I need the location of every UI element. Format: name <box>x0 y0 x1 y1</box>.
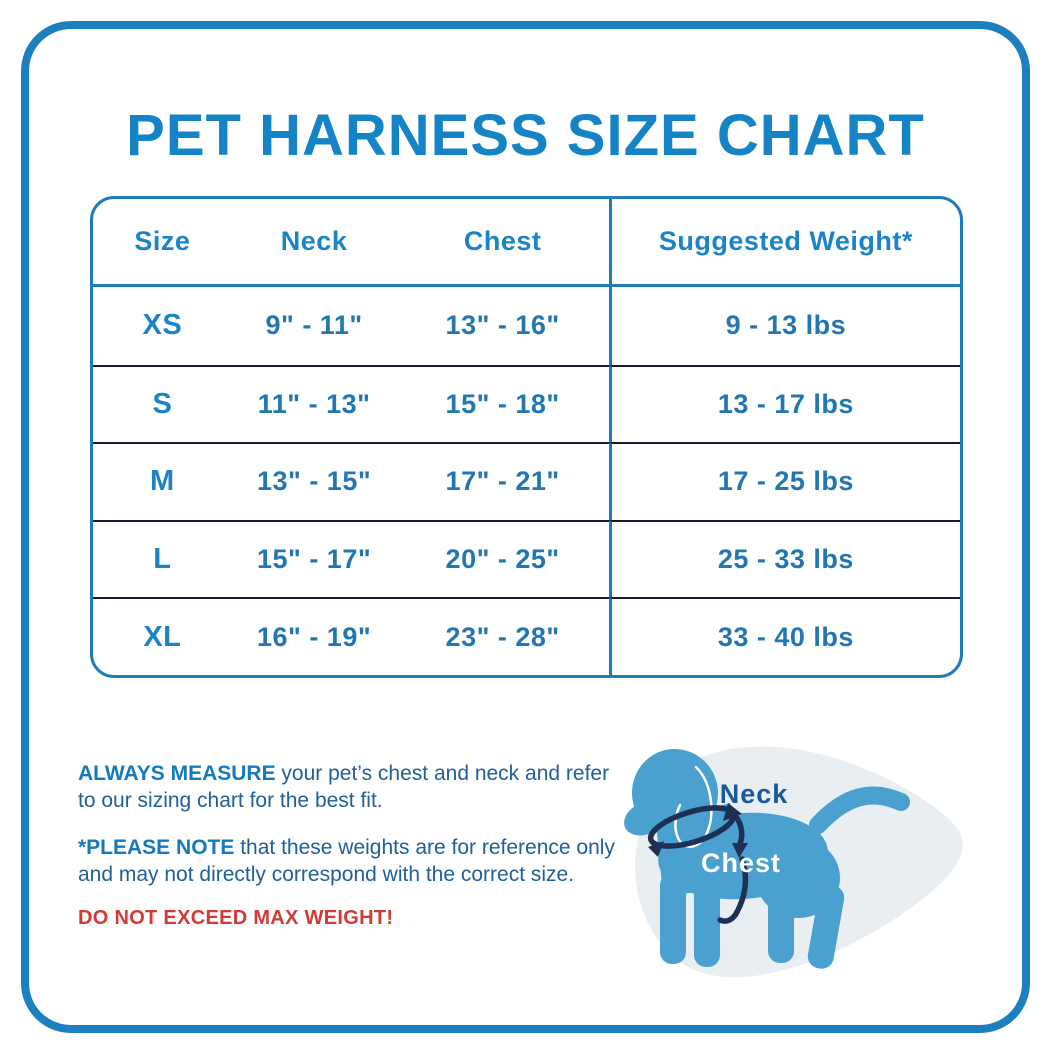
cell-neck: 16" - 19" <box>231 597 397 675</box>
cell-neck: 13" - 15" <box>231 442 397 520</box>
cell-size: XL <box>93 597 232 675</box>
cell-neck: 11" - 13" <box>231 364 397 443</box>
col-header-size: Size <box>93 199 232 287</box>
cell-chest: 23" - 28" <box>396 597 609 675</box>
reference-note: *PLEASE NOTE that these weights are for … <box>78 834 626 889</box>
cell-chest: 15" - 18" <box>396 364 609 443</box>
cell-weight: 25 - 33 lbs <box>608 519 960 598</box>
dog-measurement-diagram: Neck Chest <box>624 746 963 978</box>
measure-note: ALWAYS MEASURE your pet’s chest and neck… <box>78 760 626 815</box>
reference-note-body: that these weights are for reference onl… <box>78 835 615 886</box>
cell-size: XS <box>142 309 183 342</box>
cell-neck: 9" - 11" <box>265 310 363 341</box>
chest-measure-loop <box>717 810 749 924</box>
reference-note-lead: *PLEASE NOTE <box>78 835 235 859</box>
cell-weight: 33 - 40 lbs <box>608 597 960 675</box>
cell-size: M <box>93 442 232 520</box>
cell-size: S <box>93 364 232 443</box>
max-weight-warning: DO NOT EXCEED MAX WEIGHT! <box>78 907 394 930</box>
cell-chest: 17" - 21" <box>396 442 609 520</box>
col-header-chest: Chest <box>396 199 609 287</box>
cell-weight: 13 - 17 lbs <box>608 364 960 443</box>
cell-weight: 9 - 13 lbs <box>608 287 960 365</box>
col-header-weight: Suggested Weight* <box>608 199 960 287</box>
page-title: PET HARNESS SIZE CHART <box>126 103 925 168</box>
col-header-neck: Neck <box>231 199 397 287</box>
measure-note-lead: ALWAYS MEASURE <box>78 762 276 785</box>
cell-neck: 15" - 17" <box>231 519 397 598</box>
neck-label: Neck <box>720 779 789 809</box>
cell-size: L <box>93 519 232 598</box>
cell-chest: 13" - 16" <box>445 310 560 341</box>
cell-weight: 17 - 25 lbs <box>608 442 960 520</box>
measure-note-body: your pet’s chest and neck and refer to o… <box>78 762 610 813</box>
notes-section: ALWAYS MEASURE your pet’s chest and neck… <box>78 760 626 930</box>
chest-label: Chest <box>701 848 781 878</box>
ear-outline <box>674 765 713 848</box>
cell-chest: 20" - 25" <box>396 519 609 598</box>
size-table: Size Neck Chest Suggested Weight* XS 9" … <box>90 196 963 678</box>
